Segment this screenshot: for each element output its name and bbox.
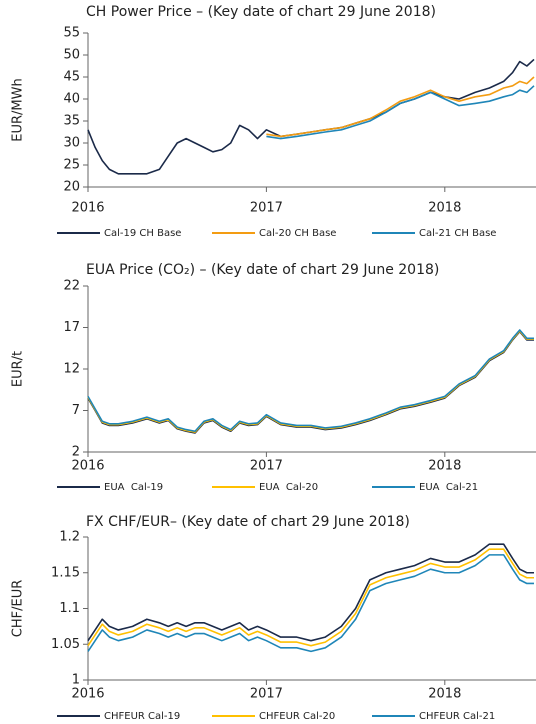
y-axis-label: EUR/MWh xyxy=(11,78,26,141)
legend-label: CHFEUR Cal-19 xyxy=(104,711,180,722)
series-line xyxy=(266,76,535,138)
x-tick-label: 2018 xyxy=(428,201,461,216)
x-tick-label: 2017 xyxy=(250,459,283,474)
series-line xyxy=(87,330,534,434)
y-tick-label: 20 xyxy=(63,180,80,195)
x-tick-label: 2018 xyxy=(428,459,461,474)
x-tick-label: 2016 xyxy=(71,201,104,216)
series-line xyxy=(87,548,534,647)
y-tick-label: 17 xyxy=(63,320,80,335)
y-tick-label: 1 xyxy=(72,673,80,688)
y-tick-label: 55 xyxy=(63,26,80,41)
y-tick-label: 2 xyxy=(72,445,80,460)
x-tick-label: 2018 xyxy=(428,687,461,702)
x-tick-label: 2017 xyxy=(250,201,283,216)
series-line xyxy=(87,329,534,433)
series-line xyxy=(87,330,534,433)
y-tick-label: 1.05 xyxy=(51,637,80,652)
series-line xyxy=(87,58,535,175)
y-tick-label: 25 xyxy=(63,158,80,173)
y-tick-label: 40 xyxy=(63,92,80,107)
legend-label: Cal-20 CH Base xyxy=(259,228,336,239)
y-tick-label: 1.15 xyxy=(51,565,80,580)
y-tick-label: 7 xyxy=(72,403,80,418)
series-line xyxy=(87,543,534,642)
chart-title: CH Power Price – (Key date of chart 29 J… xyxy=(86,4,436,20)
y-tick-label: 22 xyxy=(63,279,80,294)
y-tick-label: 45 xyxy=(63,70,80,85)
x-tick-label: 2017 xyxy=(250,687,283,702)
legend-label: EUA Cal-20 xyxy=(259,482,318,493)
y-axis-label: CHF/EUR xyxy=(11,580,26,637)
chart-title: EUA Price (CO₂) – (Key date of chart 29 … xyxy=(86,262,439,278)
y-tick-label: 12 xyxy=(63,362,80,377)
series-line xyxy=(87,554,534,653)
legend-label: EUA Cal-21 xyxy=(419,482,478,493)
y-tick-label: 35 xyxy=(63,114,80,129)
legend-label: Cal-21 CH Base xyxy=(419,228,496,239)
y-tick-label: 50 xyxy=(63,48,80,63)
x-tick-label: 2016 xyxy=(71,459,104,474)
legend-label: CHFEUR Cal-20 xyxy=(259,711,335,722)
legend-label: Cal-19 CH Base xyxy=(104,228,181,239)
y-axis-label: EUR/t xyxy=(11,351,26,387)
chart-title: FX CHF/EUR– (Key date of chart 29 June 2… xyxy=(86,514,410,530)
y-tick-label: 30 xyxy=(63,136,80,151)
y-tick-label: 1.2 xyxy=(59,530,80,545)
legend-label: CHFEUR Cal-21 xyxy=(419,711,495,722)
y-tick-label: 1.1 xyxy=(59,601,80,616)
legend-label: EUA Cal-19 xyxy=(104,482,163,493)
series-line xyxy=(266,85,535,140)
x-tick-label: 2016 xyxy=(71,687,104,702)
